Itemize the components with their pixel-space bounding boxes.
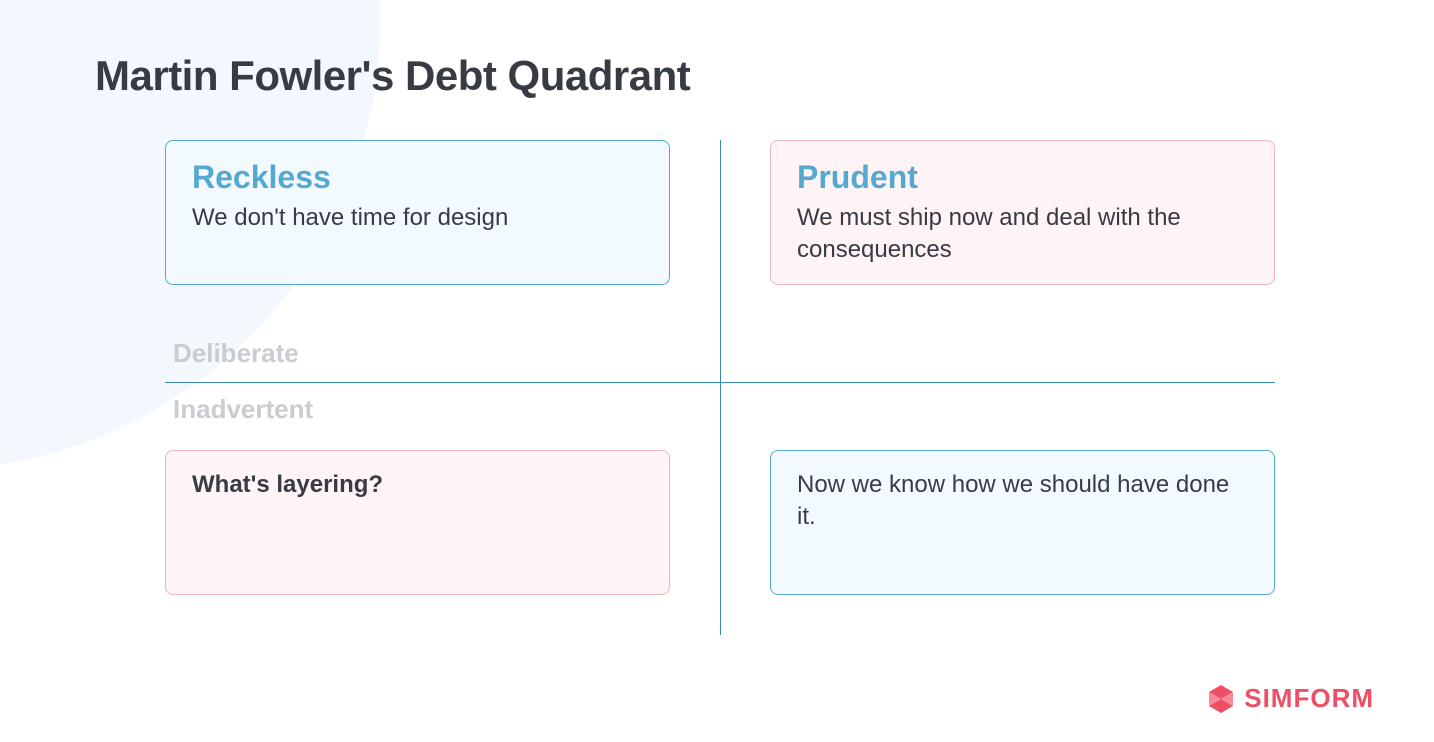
axis-label-deliberate: Deliberate xyxy=(173,338,299,369)
quadrant-reckless-inadvertent: What's layering? xyxy=(165,450,670,595)
quadrant-container: Reckless We don't have time for design P… xyxy=(165,140,1275,635)
quadrant-text: We must ship now and deal with the conse… xyxy=(797,202,1248,267)
vertical-axis-line xyxy=(720,140,721,635)
brand-name: SIMFORM xyxy=(1244,683,1374,714)
quadrant-title: Prudent xyxy=(797,159,1248,196)
quadrant-title: Reckless xyxy=(192,159,643,196)
axis-label-inadvertent: Inadvertent xyxy=(173,394,313,425)
quadrant-reckless-deliberate: Reckless We don't have time for design xyxy=(165,140,670,285)
quadrant-prudent-inadvertent: Now we know how we should have done it. xyxy=(770,450,1275,595)
quadrant-prudent-deliberate: Prudent We must ship now and deal with t… xyxy=(770,140,1275,285)
page-title: Martin Fowler's Debt Quadrant xyxy=(95,52,690,100)
quadrant-text: What's layering? xyxy=(192,469,643,501)
quadrant-text: Now we know how we should have done it. xyxy=(797,469,1248,534)
quadrant-text: We don't have time for design xyxy=(192,202,643,234)
horizontal-axis-line xyxy=(165,382,1275,383)
simform-icon xyxy=(1206,684,1236,714)
brand-logo: SIMFORM xyxy=(1206,683,1374,714)
